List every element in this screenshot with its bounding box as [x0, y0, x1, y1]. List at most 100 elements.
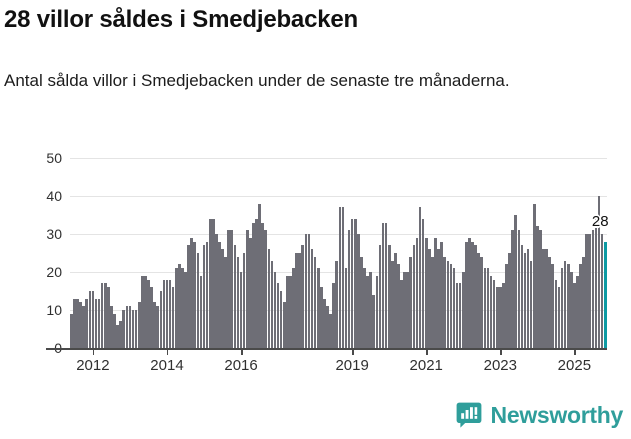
bar — [400, 279, 403, 348]
bar — [125, 306, 129, 348]
bar — [239, 272, 243, 348]
bar — [523, 253, 527, 348]
y-tick-label-50: 50 — [46, 150, 62, 166]
bar — [412, 245, 416, 348]
bar — [477, 253, 480, 348]
bar — [440, 241, 443, 348]
bar — [82, 306, 85, 348]
bar — [76, 298, 79, 348]
bar — [310, 249, 314, 348]
bar — [165, 279, 169, 348]
x-tick-2025 — [574, 348, 576, 355]
newsworthy-logo[interactable]: Newsworthy — [456, 402, 623, 428]
bar — [107, 287, 110, 348]
bar — [551, 264, 555, 348]
bar — [474, 245, 477, 348]
bar — [350, 218, 354, 348]
x-tick-2023 — [500, 348, 502, 355]
bar — [168, 279, 172, 348]
bar — [181, 268, 184, 348]
bar — [431, 256, 434, 348]
bar — [449, 264, 453, 348]
bar — [128, 306, 132, 348]
bar — [103, 283, 107, 348]
x-tick-2016 — [241, 348, 243, 355]
bar — [338, 207, 342, 348]
bar — [282, 302, 286, 348]
bar — [116, 325, 119, 348]
bar — [91, 291, 95, 348]
bar — [387, 245, 391, 348]
bar — [505, 264, 508, 348]
bar — [588, 234, 592, 348]
bar — [502, 283, 505, 348]
bar — [97, 298, 101, 348]
bar — [100, 283, 104, 348]
bar — [526, 249, 530, 348]
bar — [178, 264, 181, 348]
page-title: 28 villor såldes i Smedjebacken — [4, 6, 358, 33]
bar — [508, 253, 511, 348]
bar — [409, 256, 413, 348]
bar — [335, 260, 339, 348]
bar — [140, 275, 144, 348]
bar — [341, 207, 345, 348]
x-axis-labels: 2012 2014 2016 2019 2021 2023 2025 — [0, 356, 631, 380]
bar — [569, 272, 573, 348]
bar — [566, 264, 570, 348]
bar — [307, 234, 311, 348]
bar — [304, 234, 308, 348]
bar — [360, 256, 363, 348]
bar — [218, 241, 221, 348]
bar — [532, 203, 536, 348]
bar — [289, 275, 292, 348]
bar — [122, 310, 126, 348]
bar-chart-speech-bubble-icon — [456, 402, 482, 428]
bar — [594, 218, 598, 348]
bar — [319, 287, 323, 348]
y-tick-label-10: 10 — [46, 302, 62, 318]
bar — [369, 272, 372, 348]
bar — [461, 272, 465, 348]
x-tick-2014 — [166, 348, 169, 355]
bar — [329, 313, 332, 348]
bar — [286, 275, 289, 348]
bar — [202, 245, 206, 348]
bar — [264, 230, 268, 348]
bar — [258, 203, 261, 348]
bar — [455, 283, 459, 348]
bar — [545, 249, 548, 348]
bar — [378, 245, 382, 348]
bar — [415, 237, 419, 348]
bar — [548, 256, 551, 348]
bar — [465, 241, 468, 348]
y-tick-label-30: 30 — [46, 226, 62, 242]
bar — [159, 291, 163, 348]
bar — [85, 298, 89, 348]
bar — [511, 230, 514, 348]
bar — [276, 283, 280, 348]
bar — [313, 256, 317, 348]
bar — [394, 253, 397, 348]
bar — [295, 253, 298, 348]
bar — [150, 287, 153, 348]
bar — [384, 222, 388, 348]
bar-highlighted — [603, 241, 607, 348]
bar — [261, 222, 264, 348]
bar — [443, 256, 447, 348]
bar — [542, 249, 545, 348]
bar — [227, 230, 231, 348]
bar — [576, 275, 579, 348]
bar — [554, 279, 558, 348]
bar — [582, 256, 585, 348]
bar — [242, 253, 246, 348]
bar — [489, 275, 493, 348]
newsworthy-logo-text: Newsworthy — [490, 402, 624, 428]
bar — [480, 256, 484, 348]
bar — [600, 234, 604, 348]
x-tick-label-2021: 2021 — [409, 357, 443, 374]
bar — [193, 241, 197, 348]
bar — [73, 298, 76, 348]
bar — [446, 260, 450, 348]
bar — [137, 302, 141, 348]
